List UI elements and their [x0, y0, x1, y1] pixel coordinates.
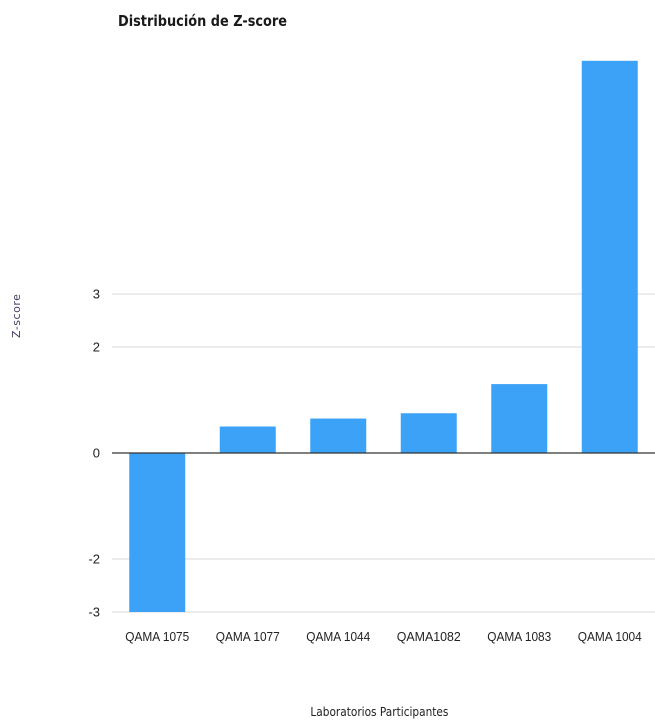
bar [219, 426, 276, 453]
x-tick-label: QAMA 1083 [487, 629, 551, 644]
x-tick-label: QAMA1082 [397, 629, 461, 644]
bar [581, 60, 638, 454]
y-tick-label: 2 [93, 340, 100, 355]
bar [400, 413, 457, 453]
x-axis-title: Laboratorios Participantes [310, 705, 449, 719]
bars [129, 60, 638, 612]
y-tick-label: 0 [93, 446, 100, 461]
bar [129, 453, 186, 612]
y-tick-label: 3 [93, 287, 100, 302]
gridlines [112, 293, 655, 613]
x-tick-label: QAMA 1044 [306, 629, 370, 644]
x-tick-label: QAMA 1077 [216, 629, 280, 644]
y-tick-labels: 3 2 0 -2 -3 [88, 287, 100, 620]
x-tick-labels: QAMA 1075 QAMA 1077 QAMA 1044 QAMA1082 QAMA … [125, 629, 642, 644]
bar [310, 418, 367, 453]
x-tick-label: QAMA 1075 [125, 629, 189, 644]
bar [491, 384, 548, 453]
chart-title: Distribución de Z-score [118, 12, 288, 30]
y-tick-label: -2 [88, 552, 100, 567]
x-tick-label: QAMA 1004 [578, 629, 642, 644]
y-tick-label: -3 [88, 605, 100, 620]
